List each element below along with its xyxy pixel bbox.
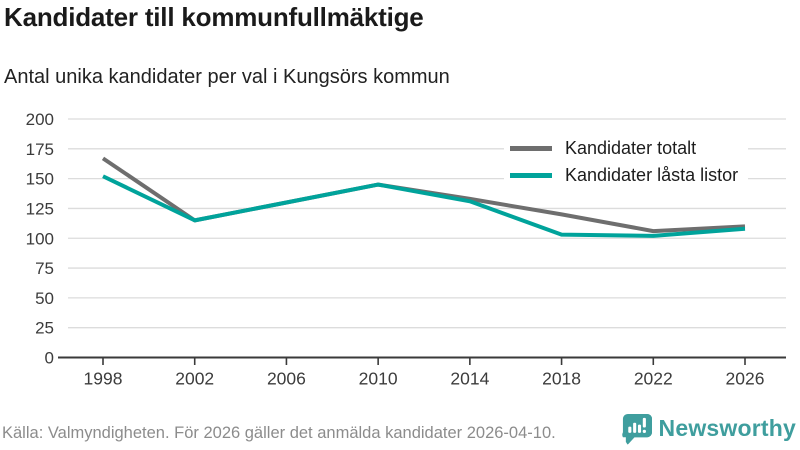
x-tick-label: 1998 (84, 369, 123, 389)
chart-title: Kandidater till kommunfullmäktige (4, 2, 424, 32)
y-tick-label: 150 (26, 170, 54, 189)
chart-subtitle: Antal unika kandidater per val i Kungsör… (4, 66, 450, 88)
legend-swatch-lasta-listor (510, 173, 552, 178)
y-tick-label: 50 (35, 289, 54, 308)
source-note: Källa: Valmyndigheten. För 2026 gäller d… (2, 424, 556, 442)
y-tick-label: 0 (45, 349, 54, 368)
x-tick-label: 2026 (726, 369, 765, 389)
y-tick-label: 100 (26, 229, 54, 248)
x-tick-label: 2018 (542, 369, 581, 389)
y-tick-label: 125 (26, 199, 54, 218)
legend-item-lasta-listor: Kandidater låsta listor (510, 165, 738, 186)
footer: Källa: Valmyndigheten. För 2026 gäller d… (0, 412, 800, 450)
newsworthy-wordmark: Newsworthy (658, 415, 796, 441)
x-tick-label: 2014 (450, 369, 489, 389)
x-tick-label: 2022 (634, 369, 673, 389)
y-tick-label: 200 (26, 110, 54, 129)
x-tick-label: 2002 (175, 369, 214, 389)
chart-legend: Kandidater totalt Kandidater låsta listo… (504, 133, 749, 193)
legend-label-totalt: Kandidater totalt (565, 138, 697, 158)
y-tick-label: 75 (35, 259, 54, 278)
y-tick-label: 175 (26, 140, 54, 159)
x-tick-label: 2006 (267, 369, 306, 389)
bar-chart-speech-bubble-icon (621, 413, 652, 445)
legend-label-lasta-listor: Kandidater låsta listor (565, 165, 739, 185)
legend-item-totalt: Kandidater totalt (510, 138, 738, 159)
newsworthy-logo: Newsworthy (621, 412, 796, 445)
x-tick-label: 2010 (359, 369, 398, 389)
y-tick-label: 25 (35, 319, 54, 338)
legend-swatch-totalt (510, 146, 552, 151)
series-line-1 (102, 174, 746, 238)
